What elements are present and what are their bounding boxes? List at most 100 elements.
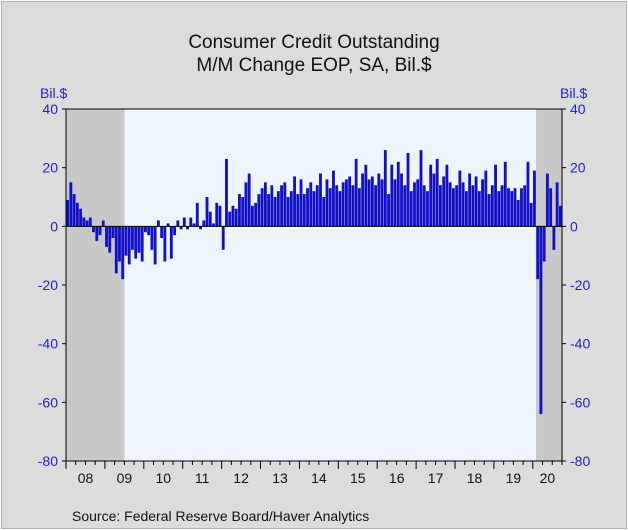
bar-90 [357, 188, 361, 227]
y-tick-label-right: -80 [570, 453, 590, 469]
bar-134 [500, 185, 504, 227]
bar-137 [510, 191, 514, 227]
y-tick-label-right: -60 [570, 394, 590, 410]
bar-19 [127, 226, 131, 265]
bar-65 [276, 191, 280, 227]
bar-76 [312, 191, 316, 227]
y-axis-unit-right: Bil.$ [560, 85, 588, 101]
bar-10 [98, 226, 102, 236]
bar-102 [396, 161, 400, 227]
bar-35 [179, 226, 183, 230]
bar-36 [182, 217, 186, 227]
bar-58 [254, 202, 258, 227]
bar-50 [228, 211, 232, 227]
y-tick-label-left: -80 [38, 453, 58, 469]
bar-80 [325, 179, 329, 227]
bar-17 [121, 226, 125, 280]
bar-54 [241, 197, 245, 227]
bar-52 [234, 208, 238, 227]
bar-21 [134, 226, 138, 259]
bar-108 [416, 179, 420, 227]
bar-111 [426, 191, 429, 227]
bar-79 [322, 197, 326, 227]
bar-5 [82, 217, 86, 227]
x-tick-label: 15 [350, 470, 366, 486]
bar-1 [69, 182, 73, 227]
bar-139 [516, 199, 520, 227]
bar-101 [393, 179, 397, 227]
bar-30 [163, 226, 167, 262]
bar-55 [244, 182, 248, 227]
bar-26 [150, 226, 154, 250]
bar-67 [283, 182, 287, 227]
bar-85 [341, 182, 345, 227]
y-tick-label-left: 0 [50, 218, 58, 234]
bar-132 [494, 164, 497, 227]
bar-61 [263, 182, 267, 227]
bar-3 [75, 202, 79, 227]
x-tick-label: 11 [195, 470, 210, 486]
bar-125 [471, 185, 475, 227]
bar-112 [429, 164, 433, 227]
bar-53 [238, 194, 241, 227]
x-tick-label: 17 [428, 470, 444, 486]
bar-68 [286, 197, 290, 227]
x-tick-label: 16 [389, 470, 405, 486]
bar-22 [137, 226, 141, 253]
bar-72 [299, 179, 303, 227]
x-tick-label: 20 [540, 470, 556, 486]
bar-114 [435, 158, 439, 227]
x-tick-label: 09 [117, 470, 133, 486]
bar-133 [497, 191, 501, 227]
bar-96 [377, 173, 381, 227]
x-tick-label: 10 [156, 470, 172, 486]
x-tick-label: 19 [506, 470, 522, 486]
bar-56 [247, 173, 251, 227]
bar-20 [131, 226, 134, 250]
bar-94 [370, 176, 374, 227]
bar-120 [455, 185, 459, 227]
y-tick-label-right: 0 [570, 218, 578, 234]
bar-146 [539, 226, 543, 415]
y-tick-label-right: -20 [570, 277, 590, 293]
bar-6 [85, 220, 89, 227]
bar-12 [105, 226, 108, 247]
bar-59 [257, 194, 261, 227]
bar-86 [345, 179, 348, 227]
y-tick-label-left: -40 [38, 336, 58, 352]
bar-8 [92, 226, 95, 233]
bar-18 [124, 226, 128, 256]
bar-47 [218, 205, 222, 227]
bar-13 [108, 226, 112, 253]
bar-7 [88, 217, 92, 227]
bar-31 [166, 223, 170, 227]
y-tick-label-left: -20 [38, 277, 58, 293]
bar-81 [328, 188, 332, 227]
y-tick-label-right: 40 [570, 101, 586, 117]
bar-151 [555, 182, 559, 227]
bar-127 [477, 191, 481, 227]
x-tick-label: 13 [272, 470, 288, 486]
bar-131 [490, 185, 494, 227]
bar-121 [458, 170, 462, 227]
y-tick-label-left: -60 [38, 394, 58, 410]
bar-109 [419, 150, 423, 227]
bar-119 [451, 188, 455, 227]
x-tick-label: 08 [78, 470, 94, 486]
bar-128 [481, 179, 484, 227]
bar-88 [351, 185, 355, 227]
bar-25 [147, 226, 151, 236]
bar-124 [468, 173, 472, 227]
bar-113 [432, 173, 436, 227]
x-tick-label: 18 [467, 470, 483, 486]
bar-48 [221, 226, 225, 250]
bar-100 [390, 164, 394, 227]
bar-63 [270, 185, 274, 227]
bar-16 [118, 226, 121, 262]
bar-89 [354, 158, 358, 227]
bar-9 [95, 226, 99, 241]
recession-band-0 [66, 109, 125, 461]
bar-41 [199, 226, 202, 230]
bar-32 [169, 226, 173, 259]
bar-37 [186, 226, 189, 230]
